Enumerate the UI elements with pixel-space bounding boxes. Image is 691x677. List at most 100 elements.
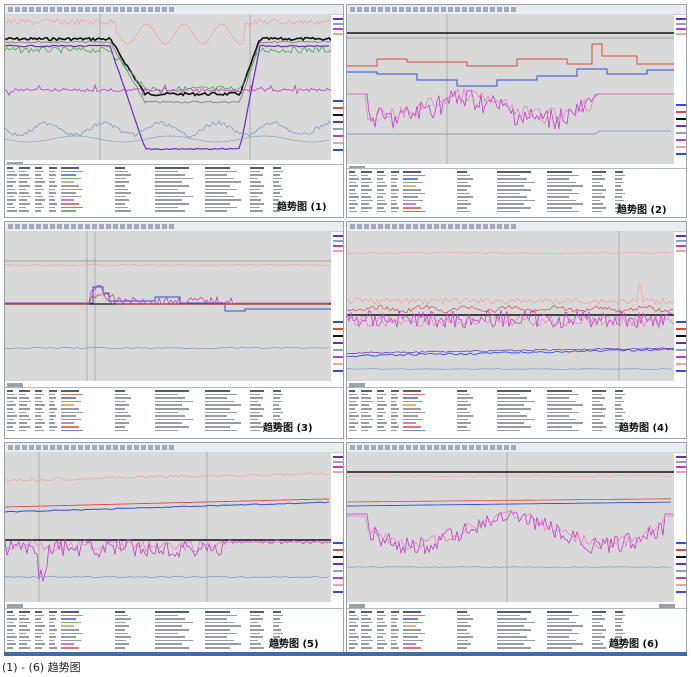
- toolbar-icon[interactable]: [511, 224, 516, 229]
- table-row[interactable]: [347, 646, 686, 649]
- toolbar-icon[interactable]: [399, 445, 404, 450]
- toolbar-icon[interactable]: [364, 224, 369, 229]
- toolbar-icon[interactable]: [85, 7, 90, 12]
- toolbar-icon[interactable]: [78, 224, 83, 229]
- toolbar-icon[interactable]: [57, 7, 62, 12]
- toolbar-icon[interactable]: [413, 224, 418, 229]
- toolbar-icon[interactable]: [392, 7, 397, 12]
- toolbar-icon[interactable]: [113, 7, 118, 12]
- toolbar-icon[interactable]: [155, 445, 160, 450]
- table-row[interactable]: [5, 198, 343, 201]
- toolbar-icon[interactable]: [378, 445, 383, 450]
- table-row[interactable]: [5, 403, 343, 406]
- table-row[interactable]: [5, 617, 343, 620]
- toolbar-icon[interactable]: [371, 445, 376, 450]
- toolbar-icon[interactable]: [462, 224, 467, 229]
- table-row[interactable]: [347, 617, 686, 620]
- toolbar-icon[interactable]: [392, 224, 397, 229]
- table-row[interactable]: [5, 635, 343, 638]
- table-row[interactable]: [5, 642, 343, 645]
- toolbar-icon[interactable]: [36, 7, 41, 12]
- table-row[interactable]: [5, 628, 343, 631]
- table-row[interactable]: [347, 635, 686, 638]
- table-row[interactable]: [5, 646, 343, 649]
- table-row[interactable]: [347, 425, 686, 428]
- toolbar-icon[interactable]: [162, 224, 167, 229]
- toolbar-icon[interactable]: [504, 445, 509, 450]
- toolbar-icon[interactable]: [148, 224, 153, 229]
- toolbar-icon[interactable]: [99, 224, 104, 229]
- toolbar-icon[interactable]: [392, 445, 397, 450]
- toolbar-icon[interactable]: [64, 445, 69, 450]
- toolbar-icon[interactable]: [162, 445, 167, 450]
- toolbar-icon[interactable]: [92, 7, 97, 12]
- toolbar-icon[interactable]: [350, 7, 355, 12]
- toolbar-icon[interactable]: [113, 445, 118, 450]
- table-row[interactable]: [347, 393, 686, 396]
- table-row[interactable]: [5, 195, 343, 198]
- table-row[interactable]: [5, 396, 343, 399]
- toolbar-icon[interactable]: [22, 7, 27, 12]
- table-row[interactable]: [5, 624, 343, 627]
- table-row[interactable]: [347, 181, 686, 184]
- toolbar-icon[interactable]: [127, 7, 132, 12]
- toolbar-icon[interactable]: [357, 445, 362, 450]
- table-row[interactable]: [347, 624, 686, 627]
- toolbar-icon[interactable]: [8, 7, 13, 12]
- table-row[interactable]: [5, 191, 343, 194]
- toolbar-icon[interactable]: [43, 445, 48, 450]
- toolbar-icon[interactable]: [134, 7, 139, 12]
- toolbar-icon[interactable]: [364, 445, 369, 450]
- toolbar-icon[interactable]: [385, 445, 390, 450]
- table-row[interactable]: [347, 396, 686, 399]
- toolbar-icon[interactable]: [511, 445, 516, 450]
- toolbar-icon[interactable]: [43, 7, 48, 12]
- toolbar-icon[interactable]: [29, 7, 34, 12]
- toolbar-icon[interactable]: [155, 7, 160, 12]
- toolbar-icon[interactable]: [427, 224, 432, 229]
- table-row[interactable]: [5, 639, 343, 642]
- toolbar-icon[interactable]: [504, 224, 509, 229]
- toolbar-icon[interactable]: [504, 7, 509, 12]
- toolbar-icon[interactable]: [134, 445, 139, 450]
- toolbar-icon[interactable]: [169, 224, 174, 229]
- toolbar-icon[interactable]: [92, 445, 97, 450]
- toolbar-icon[interactable]: [120, 445, 125, 450]
- toolbar-icon[interactable]: [134, 224, 139, 229]
- toolbar-icon[interactable]: [483, 7, 488, 12]
- table-row[interactable]: [347, 642, 686, 645]
- toolbar-icon[interactable]: [29, 224, 34, 229]
- table-row[interactable]: [347, 614, 686, 617]
- toolbar-icon[interactable]: [420, 445, 425, 450]
- toolbar-icon[interactable]: [406, 7, 411, 12]
- toolbar-icon[interactable]: [350, 445, 355, 450]
- table-row[interactable]: [5, 414, 343, 417]
- toolbar-icon[interactable]: [455, 445, 460, 450]
- toolbar-icon[interactable]: [106, 224, 111, 229]
- toolbar-icon[interactable]: [490, 224, 495, 229]
- toolbar-icon[interactable]: [476, 445, 481, 450]
- table-row[interactable]: [347, 174, 686, 177]
- toolbar-icon[interactable]: [15, 7, 20, 12]
- toolbar-icon[interactable]: [357, 224, 362, 229]
- toolbar-icon[interactable]: [155, 224, 160, 229]
- toolbar-icon[interactable]: [169, 7, 174, 12]
- toolbar-icon[interactable]: [64, 7, 69, 12]
- toolbar-icon[interactable]: [462, 7, 467, 12]
- toolbar-icon[interactable]: [469, 445, 474, 450]
- toolbar-icon[interactable]: [8, 445, 13, 450]
- toolbar-icon[interactable]: [92, 224, 97, 229]
- toolbar-icon[interactable]: [497, 224, 502, 229]
- table-row[interactable]: [5, 418, 343, 421]
- toolbar-icon[interactable]: [462, 445, 467, 450]
- toolbar-icon[interactable]: [371, 224, 376, 229]
- toolbar-icon[interactable]: [434, 445, 439, 450]
- table-row[interactable]: [347, 628, 686, 631]
- table-row[interactable]: [347, 192, 686, 195]
- table-row[interactable]: [347, 195, 686, 198]
- table-row[interactable]: [347, 429, 686, 432]
- toolbar-icon[interactable]: [141, 7, 146, 12]
- table-row[interactable]: [5, 173, 343, 176]
- toolbar-icon[interactable]: [78, 7, 83, 12]
- table-row[interactable]: [5, 614, 343, 617]
